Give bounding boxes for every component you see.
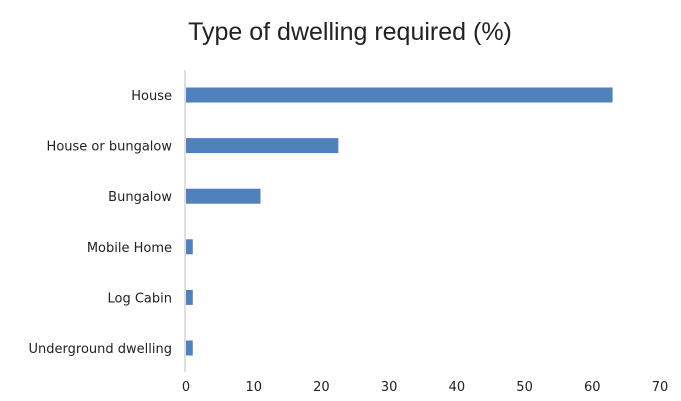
category-label: Bungalow xyxy=(108,190,172,205)
category-label: House xyxy=(131,89,172,104)
x-tick-label: 70 xyxy=(652,380,669,395)
x-tick-label: 40 xyxy=(449,380,466,395)
x-tick-label: 0 xyxy=(182,380,190,395)
bar xyxy=(186,340,193,356)
bar xyxy=(186,289,193,305)
category-label: House or bungalow xyxy=(47,140,173,155)
x-axis-tick-labels: 0 10 20 30 40 50 60 70 xyxy=(182,380,668,395)
x-tick-label: 20 xyxy=(313,380,330,395)
chart-title: Type of dwelling required (%) xyxy=(188,18,512,46)
category-label: Log Cabin xyxy=(108,291,173,306)
bar xyxy=(186,239,193,255)
bar xyxy=(186,87,613,103)
bar xyxy=(186,138,339,154)
category-labels: House House or bungalow Bungalow Mobile Hom… xyxy=(29,89,173,357)
bar xyxy=(186,188,261,204)
x-tick-label: 10 xyxy=(245,380,262,395)
bars-layer xyxy=(186,87,613,356)
x-tick-label: 60 xyxy=(584,380,601,395)
x-tick-label: 30 xyxy=(381,380,398,395)
category-label: Underground dwelling xyxy=(29,342,172,357)
x-tick-label: 50 xyxy=(516,380,533,395)
category-label: Mobile Home xyxy=(87,241,172,256)
